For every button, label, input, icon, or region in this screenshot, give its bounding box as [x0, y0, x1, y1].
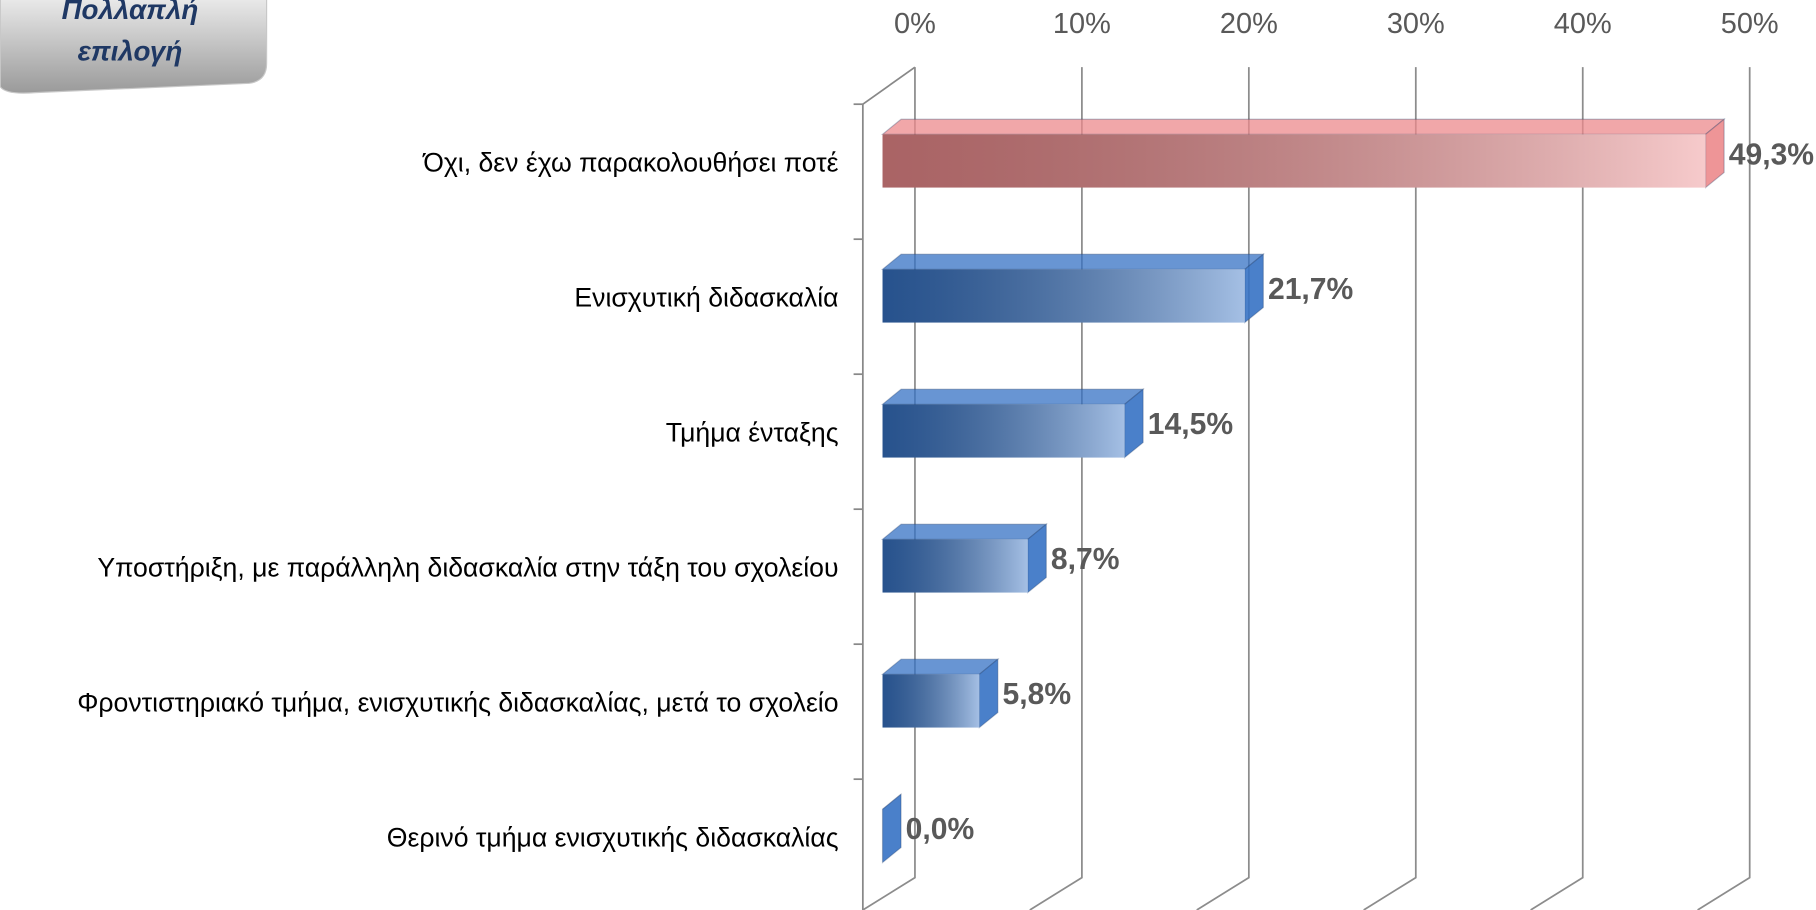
value-label: 14,5% [1148, 408, 1233, 441]
grid-line [1029, 67, 1083, 910]
badge-line: Πολλαπλή [62, 0, 199, 25]
bar-top [880, 388, 1145, 405]
badge-line: επιλογή [78, 36, 183, 67]
x-tick-label: 30% [1387, 8, 1445, 40]
bar-side [1027, 523, 1047, 594]
bar-shade [882, 674, 980, 728]
x-tick-label: 50% [1721, 8, 1779, 40]
bar-side [1124, 388, 1144, 459]
x-tick-label: 20% [1220, 8, 1278, 40]
x-tick-label: 10% [1053, 8, 1111, 40]
bar-shade [882, 269, 1245, 323]
category-label: Θερινό τμήμα ενισχυτικής διδασκαλίας [387, 822, 839, 852]
bar-shade [882, 404, 1125, 458]
value-label: 8,7% [1051, 543, 1120, 576]
bar-top [880, 118, 1726, 135]
category-label: Υποστήριξη, με παράλληλη διδασκαλία στην… [97, 552, 838, 582]
category-label: Όχι, δεν έχω παρακολουθήσει ποτέ [422, 147, 838, 177]
category-label: Ενισχυτική διδασκαλία [574, 282, 838, 312]
grid-line [1196, 67, 1250, 910]
bar-top [880, 253, 1265, 270]
grid-line [1530, 67, 1584, 910]
bar-side [1705, 118, 1725, 189]
value-label: 49,3% [1729, 138, 1814, 171]
value-label: 5,8% [1003, 678, 1072, 711]
x-tick-label: 40% [1554, 8, 1612, 40]
bar-top [880, 523, 1048, 540]
bar-top [880, 658, 1000, 675]
bar-side [881, 793, 902, 864]
plot: 0% 10% 20% 30% 40% 50% Όχι, δεν έχω παρακολουθ… [77, 8, 1814, 910]
x-tick-label: 0% [894, 8, 936, 40]
grid-line [1363, 67, 1417, 910]
value-label: 0,0% [906, 813, 975, 846]
value-label: 21,7% [1268, 273, 1353, 306]
badge-shape [0, 0, 268, 94]
category-label: Τμήμα ένταξης [666, 417, 839, 447]
bar-shade [882, 539, 1028, 593]
axis-line [862, 66, 916, 105]
grid-line [1697, 67, 1751, 910]
badge: Πολλαπλή επιλογή [0, 0, 268, 94]
grid-line [862, 67, 916, 910]
bar-shade [882, 134, 1706, 188]
category-label: Φροντιστηριακό τμήμα, ενισχυτικής διδασκ… [77, 687, 838, 717]
